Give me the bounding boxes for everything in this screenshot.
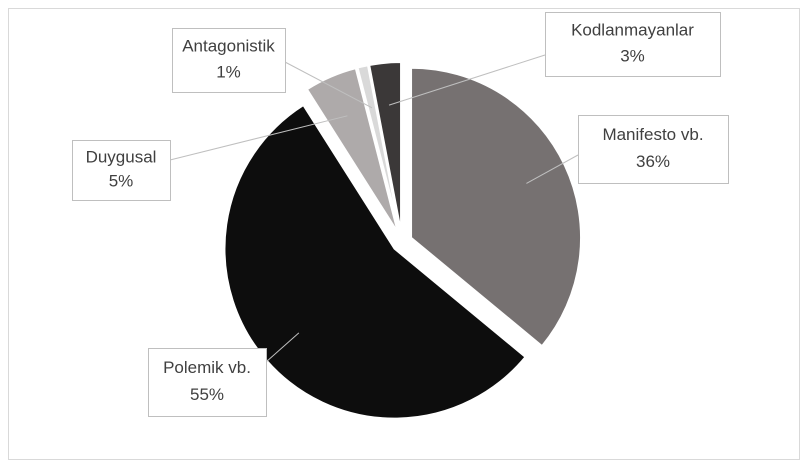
leader-line: [526, 154, 579, 184]
leader-line: [284, 61, 373, 109]
label-box: [578, 115, 729, 184]
category-label: Polemik vb.: [163, 358, 251, 377]
value-label: 55%: [190, 385, 224, 404]
value-label: 1%: [216, 62, 241, 81]
pie-slice: [410, 66, 583, 348]
leader-line: [265, 332, 300, 363]
category-label: Duygusal: [86, 147, 157, 166]
label-box: [72, 140, 171, 201]
label-box: [148, 348, 267, 417]
value-label: 5%: [109, 171, 134, 190]
value-label: 36%: [636, 152, 670, 171]
label-box: [545, 12, 721, 77]
pie-slice: [305, 66, 399, 234]
leader-line: [388, 54, 546, 106]
category-label: Antagonistik: [182, 37, 275, 56]
pie-slice: [356, 64, 401, 233]
value-label: 3%: [620, 46, 645, 65]
category-label: Kodlanmayanlar: [571, 21, 694, 40]
leader-line: [169, 115, 348, 161]
pie-slice: [368, 61, 403, 233]
category-label: Manifesto vb.: [602, 125, 703, 144]
label-box: [172, 28, 286, 93]
